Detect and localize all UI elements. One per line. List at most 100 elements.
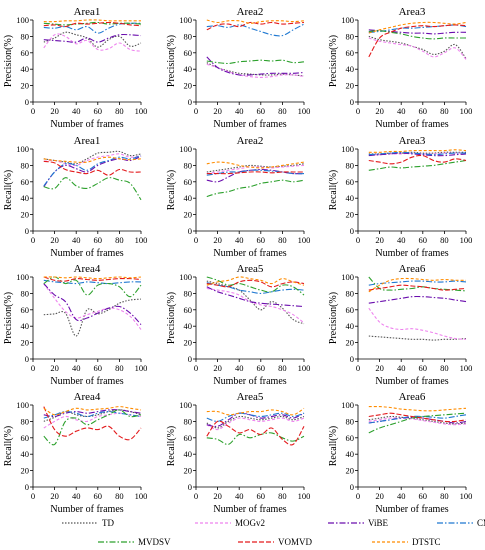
series-line-td (368, 35, 467, 59)
y-tick-label: 20 (184, 338, 193, 348)
series-line-vomvd (206, 21, 305, 31)
y-tick-label: 80 (184, 31, 193, 41)
series-line-vibe (206, 412, 305, 428)
series-line-vomvd (43, 21, 142, 28)
x-tick-label: 100 (135, 491, 148, 501)
x-tick-label: 40 (235, 235, 244, 245)
series-line-vibe (206, 286, 305, 308)
series-line-vomvd (368, 412, 467, 423)
x-tick-label: 40 (397, 106, 406, 116)
legend-label: MVDSV (138, 537, 171, 547)
x-tick-label: 100 (298, 491, 311, 501)
y-tick-label: 80 (21, 416, 30, 426)
x-tick-label: 20 (375, 106, 384, 116)
y-tick-label: 0 (25, 482, 29, 492)
y-tick-label: 20 (184, 466, 193, 476)
series-line-vibe (368, 29, 467, 35)
y-axis-label: Recall(%) (328, 426, 339, 467)
x-tick-label: 0 (356, 491, 360, 501)
x-tick-label: 80 (440, 235, 449, 245)
series-line-mogv2 (206, 63, 305, 78)
x-tick-label: 20 (213, 235, 222, 245)
chart-panel: Area4 0 20 40 60 80 100 0 20 40 60 80 100 Number of f… (3, 391, 147, 515)
legend-item: MOGv2 (195, 518, 265, 528)
series-line-mogv2 (43, 153, 142, 167)
x-tick-label: 80 (115, 363, 124, 373)
y-tick-label: 20 (21, 210, 30, 220)
y-tick-label: 100 (16, 144, 29, 154)
y-tick-label: 0 (350, 482, 354, 492)
y-axis-label: Precision(%) (166, 35, 177, 87)
y-tick-label: 60 (346, 48, 355, 58)
series-line-td (43, 150, 142, 165)
x-tick-label: 20 (213, 491, 222, 501)
y-tick-label: 100 (179, 15, 192, 25)
y-tick-label: 60 (346, 433, 355, 443)
y-tick-label: 20 (184, 210, 193, 220)
x-tick-label: 60 (419, 106, 428, 116)
series-line-vibe (43, 33, 142, 43)
x-tick-label: 80 (278, 235, 287, 245)
series-line-vomvd (368, 284, 467, 291)
x-tick-label: 20 (375, 235, 384, 245)
y-tick-label: 20 (21, 338, 30, 348)
legend-label: VOMVD (278, 537, 313, 547)
x-axis-label: Number of frames (375, 248, 448, 259)
panel-title: Area5 (237, 391, 264, 403)
x-tick-label: 40 (72, 235, 81, 245)
y-tick-label: 0 (188, 97, 192, 107)
y-tick-label: 20 (21, 466, 30, 476)
series-line-vomvd (43, 406, 142, 441)
x-axis-label: Number of frames (213, 504, 286, 515)
chart-panel: Area4 0 20 40 60 80 100 0 20 40 60 80 100 Number of f… (3, 263, 147, 387)
series-line-vibe (43, 409, 142, 418)
x-tick-label: 40 (235, 363, 244, 373)
legend-item: ViBE (328, 518, 388, 528)
series-line-vibe (368, 152, 467, 157)
x-tick-label: 60 (257, 235, 266, 245)
x-tick-label: 100 (460, 106, 473, 116)
panels: Area1 0 20 40 60 80 100 0 20 40 60 80 100 Number of f… (3, 6, 472, 515)
x-tick-label: 20 (50, 106, 59, 116)
series-line-cmogv2 (368, 151, 467, 156)
chart-panel: Area6 0 20 40 60 80 100 0 20 40 60 80 100 Number of f… (328, 391, 472, 515)
series-line-dtstc (43, 276, 142, 280)
series-line-mvdsv (43, 409, 142, 446)
chart-panel: Area2 0 20 40 60 80 100 0 20 40 60 80 100 Number of f… (166, 6, 310, 130)
y-axis-label: Recall(%) (3, 426, 14, 467)
chart-panel: Area2 0 20 40 60 80 100 0 20 40 60 80 100 Number of f… (166, 135, 310, 259)
x-tick-label: 60 (419, 235, 428, 245)
series-line-mogv2 (368, 417, 467, 426)
y-tick-label: 20 (346, 338, 355, 348)
y-tick-label: 0 (350, 226, 354, 236)
x-tick-label: 100 (135, 235, 148, 245)
series-line-td (43, 298, 142, 337)
series-line-dtstc (43, 156, 142, 163)
y-tick-label: 60 (21, 305, 30, 315)
series-line-mogv2 (368, 37, 467, 60)
x-tick-label: 100 (298, 363, 311, 373)
y-tick-label: 0 (350, 97, 354, 107)
y-axis-label: Precision(%) (328, 292, 339, 344)
x-axis-label: Number of frames (213, 376, 286, 387)
y-tick-label: 60 (184, 305, 193, 315)
y-tick-label: 60 (346, 305, 355, 315)
x-tick-label: 60 (94, 363, 103, 373)
x-tick-label: 60 (94, 491, 103, 501)
panel-title: Area4 (74, 263, 101, 275)
x-tick-label: 80 (115, 491, 124, 501)
y-tick-label: 40 (346, 64, 355, 74)
x-tick-label: 100 (298, 106, 311, 116)
y-axis-label: Recall(%) (166, 426, 177, 467)
series-line-vibe (368, 295, 467, 304)
y-tick-label: 20 (184, 81, 193, 91)
y-tick-label: 20 (346, 81, 355, 91)
x-tick-label: 40 (235, 491, 244, 501)
y-tick-label: 40 (346, 193, 355, 203)
legend-label: CMOGv2 (477, 518, 485, 528)
y-tick-label: 20 (346, 466, 355, 476)
y-tick-label: 100 (341, 15, 354, 25)
x-axis-label: Number of frames (50, 119, 123, 130)
y-tick-label: 60 (184, 177, 193, 187)
x-tick-label: 20 (375, 363, 384, 373)
